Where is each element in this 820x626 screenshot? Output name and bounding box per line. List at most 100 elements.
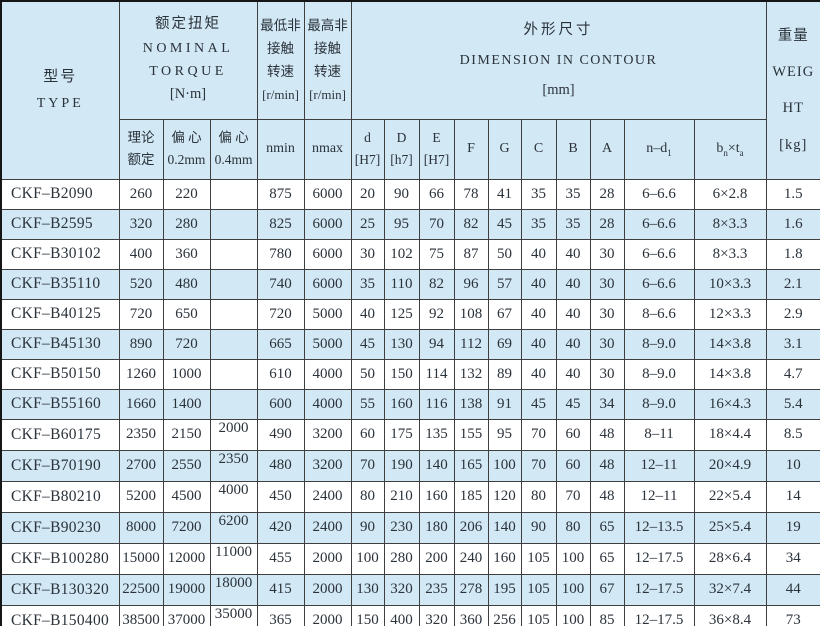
cell-B: 40 — [555, 238, 591, 270]
ecc04-line-2: 0.4mm — [214, 152, 253, 167]
cell-F: 165 — [453, 449, 489, 482]
table-row: CKF–B55160 1660 1400 600 4000 55 160 116 138 91 45… — [0, 388, 820, 420]
cell-C: 70 — [520, 418, 557, 451]
cell-torque_theoretical: 8000 — [118, 511, 164, 544]
cell-torque_theoretical: 400 — [118, 238, 164, 270]
cell-bn-x-ta: 22×5.4 — [693, 480, 767, 513]
cell-torque_ecc_0_4mm — [209, 388, 258, 420]
cell-A: 85 — [589, 604, 625, 626]
subcol-header-ecc-04: 偏 心 0.4mm — [209, 118, 258, 180]
cell-d: 55 — [350, 388, 385, 420]
col-header-nmax-group: 最高非 接触 转速 [r/min] — [303, 0, 352, 120]
cell-A: 30 — [589, 328, 625, 360]
cell-d: 60 — [350, 418, 385, 451]
cell-torque_ecc_0_2mm: 1400 — [162, 388, 211, 420]
cell-torque_theoretical: 2350 — [118, 418, 164, 451]
subcol-header-D: D [h7] — [383, 118, 420, 180]
cell-F: 185 — [453, 480, 489, 513]
cell-torque_ecc_0_2mm: 12000 — [162, 542, 211, 575]
cell-torque_ecc_0_2mm: 1000 — [162, 358, 211, 390]
cell-n-d1: 12–17.5 — [623, 604, 695, 626]
weight-label-en1: WEIG — [772, 64, 815, 80]
cell-nmin: 480 — [256, 449, 305, 482]
cell-F: 82 — [453, 208, 489, 240]
cell-torque_ecc_0_4mm — [209, 328, 258, 360]
cell-torque_ecc_0_4mm: 2000 — [209, 418, 258, 451]
cell-torque_ecc_0_2mm: 650 — [162, 298, 211, 330]
cell-F: 96 — [453, 268, 489, 300]
cell-type: CKF–B50150 — [0, 358, 120, 390]
cell-weight: 2.1 — [765, 268, 820, 300]
type-label-en: TYPE — [36, 96, 84, 112]
cell-G: 95 — [487, 418, 522, 451]
E-tolerance: [H7] — [423, 152, 450, 167]
header-row-groups: 型号 TYPE 额定扭矩 NOMINAL TORQUE [N·m] 最低非 — [0, 0, 820, 180]
table-row: CKF–B2595 320 280 825 6000 25 95 70 82 45 35 35 28 6–… — [0, 208, 820, 240]
cell-torque_ecc_0_2mm: 19000 — [162, 573, 211, 606]
cell-D: 280 — [383, 542, 420, 575]
cell-A: 30 — [589, 238, 625, 270]
cell-C: 105 — [520, 573, 557, 606]
table-row: CKF–B2090 260 220 875 6000 20 90 66 78 41 35 35 28 6–… — [0, 178, 820, 210]
cell-bn-x-ta: 16×4.3 — [693, 388, 767, 420]
cell-type: CKF–B100280 — [0, 542, 120, 575]
subcol-header-torque-theoretical: 理论 额定 — [118, 118, 164, 180]
theory-line-1: 理论 — [127, 130, 155, 146]
cell-nmax: 3200 — [303, 418, 352, 451]
cell-weight: 73 — [765, 604, 820, 626]
cell-d: 25 — [350, 208, 385, 240]
cell-torque_theoretical: 5200 — [118, 480, 164, 513]
cell-torque_theoretical: 1660 — [118, 388, 164, 420]
cell-D: 320 — [383, 573, 420, 606]
cell-torque_ecc_0_2mm: 4500 — [162, 480, 211, 513]
cell-n-d1: 12–13.5 — [623, 511, 695, 544]
cell-E: 70 — [418, 208, 455, 240]
torque-label-en1: NOMINAL — [142, 41, 234, 57]
cell-B: 40 — [555, 328, 591, 360]
cell-F: 206 — [453, 511, 489, 544]
cell-nmax: 4000 — [303, 358, 352, 390]
cell-torque_ecc_0_4mm — [209, 178, 258, 210]
cell-torque_ecc_0_4mm — [209, 208, 258, 240]
cell-B: 40 — [555, 268, 591, 300]
cell-G: 100 — [487, 449, 522, 482]
cell-B: 80 — [555, 511, 591, 544]
cell-A: 48 — [589, 449, 625, 482]
cell-torque_ecc_0_2mm: 220 — [162, 178, 211, 210]
cell-G: 45 — [487, 208, 522, 240]
cell-nmin: 740 — [256, 268, 305, 300]
cell-d: 45 — [350, 328, 385, 360]
cell-nmax: 6000 — [303, 208, 352, 240]
cell-torque_ecc_0_2mm: 7200 — [162, 511, 211, 544]
cell-bn-x-ta: 20×4.9 — [693, 449, 767, 482]
cell-nmin: 610 — [256, 358, 305, 390]
cell-type: CKF–B2090 — [0, 178, 120, 210]
type-label-cn: 型号 — [43, 68, 78, 85]
cell-bn-x-ta: 8×3.3 — [693, 208, 767, 240]
cell-torque_ecc_0_2mm: 280 — [162, 208, 211, 240]
cell-type: CKF–B60175 — [0, 418, 120, 451]
cell-E: 135 — [418, 418, 455, 451]
ta-base: t — [735, 141, 740, 156]
cell-torque_theoretical: 260 — [118, 178, 164, 210]
cell-n-d1: 12–11 — [623, 480, 695, 513]
table-row: CKF–B100280 15000 12000 11000 455 2000 100 280 2… — [0, 542, 820, 575]
cell-torque_theoretical: 2700 — [118, 449, 164, 482]
cell-bn-x-ta: 14×3.8 — [693, 328, 767, 360]
subcol-header-B: B — [555, 118, 591, 180]
cell-n-d1: 6–6.6 — [623, 268, 695, 300]
cell-nmin: 490 — [256, 418, 305, 451]
cell-bn-x-ta: 28×6.4 — [693, 542, 767, 575]
cell-F: 138 — [453, 388, 489, 420]
cell-G: 256 — [487, 604, 522, 626]
cell-B: 70 — [555, 480, 591, 513]
cell-n-d1: 8–9.0 — [623, 388, 695, 420]
header-row-sub: 理论 额定 偏 心 0.2mm 偏 心 0.4mm nmin — [1, 118, 820, 180]
times-sign: × — [727, 141, 736, 156]
cell-d: 80 — [350, 480, 385, 513]
cell-weight: 1.8 — [765, 238, 820, 270]
cell-torque_theoretical: 1260 — [118, 358, 164, 390]
cell-n-d1: 6–6.6 — [623, 238, 695, 270]
cell-torque_ecc_0_2mm: 37000 — [162, 604, 211, 626]
table-row: CKF–B35110 520 480 740 6000 35 110 82 96 57 40 40 30… — [0, 268, 820, 300]
